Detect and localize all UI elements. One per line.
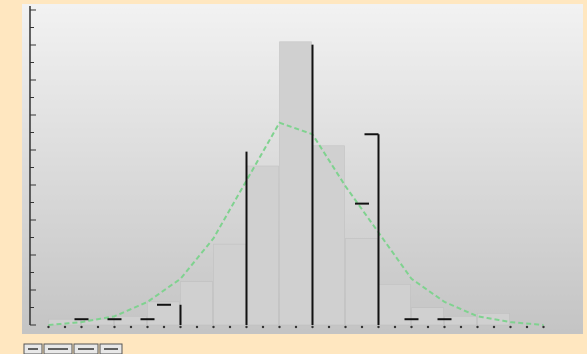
baseline-dot <box>459 325 463 329</box>
baseline-dot <box>261 325 265 329</box>
baseline-dot <box>179 325 182 329</box>
baseline-dot <box>47 325 50 329</box>
baseline-dot <box>311 325 314 329</box>
baseline-dot <box>393 325 397 329</box>
baseline-dot <box>377 325 380 329</box>
histogram-bar <box>279 41 312 326</box>
histogram-bar <box>246 165 279 326</box>
baseline-dot <box>344 325 347 329</box>
baseline-dot <box>245 325 248 329</box>
histogram-bar <box>444 316 477 326</box>
baseline-dot <box>96 325 100 329</box>
baseline-dot <box>146 325 149 329</box>
stem-lines <box>179 44 380 325</box>
baseline-dot <box>162 325 166 329</box>
baseline-dot <box>525 325 529 329</box>
baseline-dot <box>195 325 199 329</box>
histogram-bar <box>477 313 510 326</box>
baseline-dot <box>129 325 133 329</box>
histogram-bar <box>180 281 213 326</box>
histogram-bar <box>411 307 444 326</box>
baseline-dot <box>492 325 496 329</box>
baseline-dot <box>509 325 512 329</box>
baseline-dot <box>212 325 215 329</box>
baseline-dots <box>47 325 545 329</box>
baseline-dot <box>63 325 67 329</box>
histogram-bar <box>345 238 378 326</box>
toolbar-strip <box>22 334 587 354</box>
baseline-dot <box>542 325 545 329</box>
y-axis-ticks <box>30 9 36 326</box>
histogram-bar <box>114 316 147 326</box>
baseline-dot <box>278 325 281 329</box>
baseline-dot <box>410 325 413 329</box>
chart-toolbar <box>22 334 587 354</box>
histogram-bar <box>213 243 246 326</box>
baseline-dot <box>80 325 83 329</box>
baseline-dot <box>426 325 430 329</box>
baseline-dot <box>294 325 298 329</box>
baseline-dot <box>476 325 479 329</box>
baseline-dot <box>443 325 446 329</box>
baseline-dot <box>327 325 331 329</box>
level-ticks <box>74 202 452 321</box>
baseline-dot <box>228 325 232 329</box>
histogram-bar <box>312 145 345 326</box>
baseline-dot <box>360 325 364 329</box>
fitted-curve <box>48 121 544 326</box>
baseline-dot <box>113 325 116 329</box>
